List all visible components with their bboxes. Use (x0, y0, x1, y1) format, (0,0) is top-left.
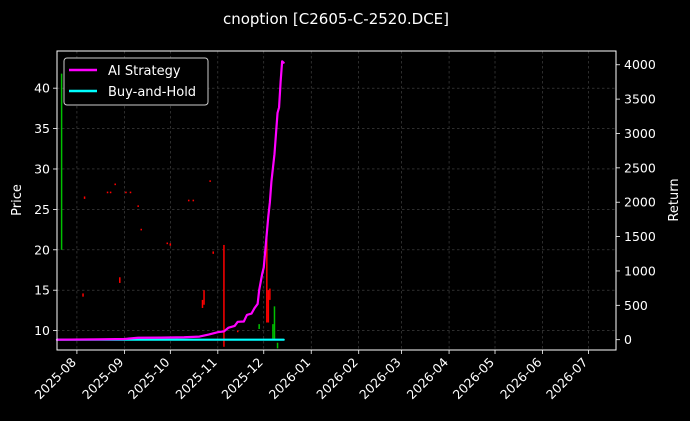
y-right-tick-label: 1500 (624, 229, 656, 244)
candle-down (212, 251, 214, 254)
candle-down (106, 191, 109, 194)
candle-up (273, 306, 276, 339)
y-left-tick-label: 15 (34, 283, 50, 298)
candle-down (82, 293, 84, 297)
y-right-tick-label: 4000 (624, 57, 656, 72)
candle-down (223, 244, 225, 347)
legend: AI Strategy Buy-and-Hold (63, 57, 209, 106)
y-left-tick-label: 30 (34, 161, 50, 176)
series-lines (55, 60, 285, 341)
y-left-tick-label: 35 (34, 121, 50, 136)
candle-down (140, 228, 142, 231)
candle-down (109, 191, 112, 194)
y-right-tick-label: 0 (624, 332, 632, 347)
candle-down (201, 299, 204, 308)
candle-up (258, 324, 260, 329)
candle-down (236, 330, 239, 333)
candle-down (166, 242, 169, 245)
legend-label-ai-strategy: AI Strategy (108, 64, 181, 79)
candle-down (119, 277, 121, 283)
y-right-tick-label: 2500 (624, 160, 656, 175)
candle-down (137, 205, 139, 207)
legend-box (63, 57, 209, 106)
candle-down (83, 196, 86, 199)
plot-frame (56, 50, 617, 351)
y-left-tick-label: 25 (34, 202, 50, 217)
y-right-tick-label: 1000 (624, 263, 656, 278)
candle-down (129, 191, 132, 194)
y-right-tick-label: 500 (624, 298, 648, 313)
candle-down (267, 290, 270, 323)
legend-label-buy-and-hold: Buy-and-Hold (108, 85, 196, 100)
candle-down (169, 243, 172, 246)
y-axis-left-ticks: 10 15 20 25 30 35 40 (34, 81, 57, 338)
y-left-tick-label: 10 (34, 323, 50, 338)
candle-down (209, 180, 211, 182)
chart-title: cnoption [C2605-C-2520.DCE] (223, 10, 449, 28)
candle-up (276, 342, 279, 349)
y-axis-right-ticks: 0 500 1000 1500 2000 2500 3000 3500 4000 (616, 57, 656, 347)
y-right-tick-label: 2000 (624, 195, 656, 210)
candle-down (203, 290, 205, 305)
candle-up (60, 73, 63, 250)
y-right-tick-label: 3500 (624, 92, 656, 107)
grid-lines (57, 51, 616, 350)
candlesticks (60, 73, 279, 349)
series-line-ai-strategy (55, 60, 285, 341)
y-left-tick-label: 40 (34, 81, 50, 96)
candle-down (125, 191, 127, 194)
y-right-tick-label: 3000 (624, 126, 656, 141)
candle-down (269, 288, 271, 300)
candle-down (266, 237, 268, 323)
y-axis-right-label: Return (667, 178, 682, 221)
candle-down (187, 199, 190, 202)
y-left-tick-label: 20 (34, 242, 50, 257)
candle-up (272, 324, 274, 339)
y-axis-left-label: Price (10, 184, 25, 216)
candle-down (114, 183, 116, 186)
candle-down (192, 199, 195, 202)
